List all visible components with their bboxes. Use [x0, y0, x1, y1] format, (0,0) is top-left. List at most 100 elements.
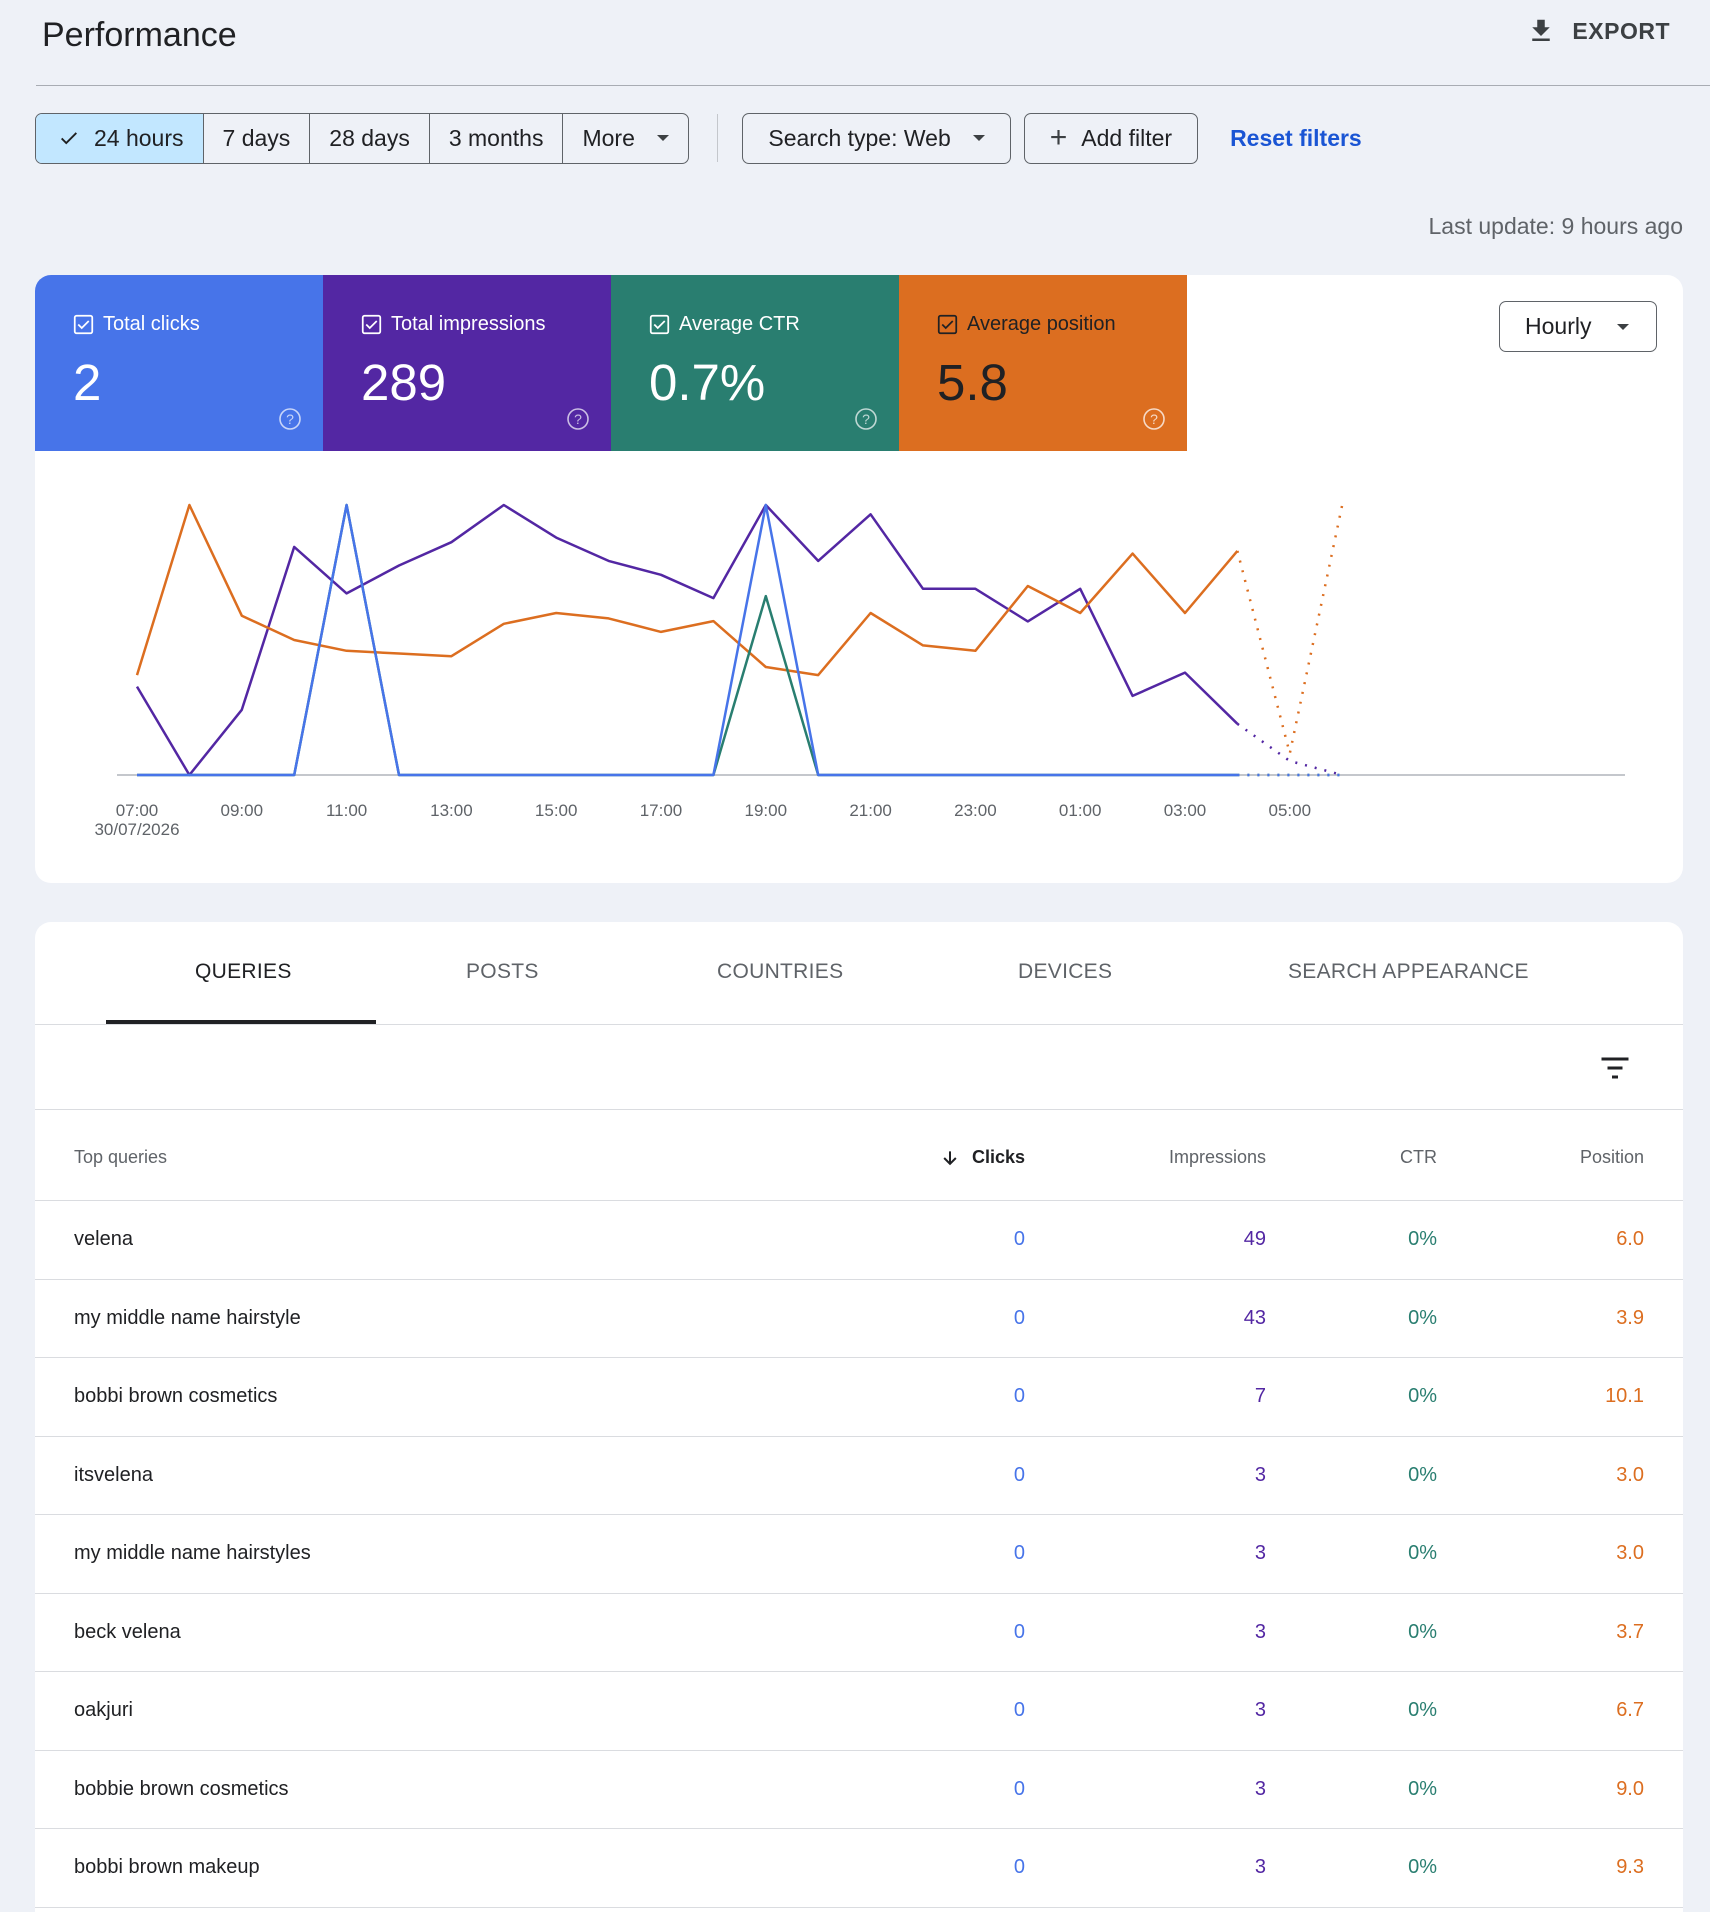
period-3-months[interactable]: 3 months: [428, 113, 563, 163]
x-tick-label: 03:00: [1164, 801, 1207, 820]
cell-query: beck velena: [74, 1620, 181, 1643]
performance-chart-card: 07:00 09:00 11:00 13:00 15:00 17:00 19:00 21:00…: [35, 275, 1683, 883]
table-row[interactable]: bobbie brown cosmetics 0 3 0% 9.0: [35, 1751, 1683, 1829]
table-header: Top queries Clicks Impressions CTR Posit…: [35, 1111, 1683, 1201]
cell-position: 3.0: [1616, 1463, 1644, 1486]
cell-query: my middle name hairstyles: [74, 1542, 311, 1564]
metric-label: Average CTR: [679, 313, 800, 335]
tab-search-appearance[interactable]: SEARCH APPEARANCE: [1288, 960, 1529, 983]
x-tick-label: 17:00: [640, 801, 683, 820]
export-button[interactable]: EXPORT: [1526, 16, 1670, 46]
checkbox-checked-icon: [361, 314, 382, 335]
table-row[interactable]: my middle name hairstyle 0 43 0% 3.9: [35, 1280, 1683, 1358]
table-row[interactable]: itsvelena 0 3 0% 3.0: [35, 1437, 1683, 1515]
cell-clicks: 0: [1013, 1542, 1025, 1564]
svg-text:?: ?: [574, 411, 582, 427]
add-filter-button[interactable]: + Add filter: [1023, 112, 1199, 164]
cell-position: 6.0: [1616, 1228, 1644, 1250]
column-header-impressions[interactable]: Impressions: [1168, 1147, 1266, 1167]
filter-rows-icon[interactable]: [1597, 1050, 1633, 1086]
table-row[interactable]: bobbi brown makeup 0 3 0% 9.3: [35, 1829, 1683, 1908]
caret-down-icon: [1617, 323, 1630, 330]
period-more-dropdown[interactable]: More: [562, 113, 687, 163]
help-icon[interactable]: ?: [854, 407, 878, 431]
active-tab-indicator: [106, 1020, 376, 1024]
table-row[interactable]: beck velena 0 3 0% 3.7: [35, 1594, 1683, 1672]
divider: [716, 114, 719, 162]
cell-ctr: 0%: [1408, 1542, 1437, 1564]
period-7-days[interactable]: 7 days: [202, 113, 310, 163]
cell-ctr: 0%: [1408, 1620, 1437, 1643]
table-toolbar: [35, 1026, 1683, 1110]
metric-label-row: Average CTR: [649, 313, 800, 336]
granularity-dropdown[interactable]: Hourly: [1499, 301, 1657, 352]
cell-position: 3.0: [1616, 1542, 1644, 1564]
metric-label: Average position: [967, 313, 1116, 335]
cell-position: 3.7: [1616, 1620, 1644, 1643]
series-line-total-impressions: [135, 503, 1239, 777]
cell-query: bobbi brown cosmetics: [74, 1385, 278, 1407]
help-icon[interactable]: ?: [566, 407, 590, 431]
series-line-average-position: [135, 503, 1239, 677]
cell-impressions: 43: [1243, 1306, 1266, 1329]
tab-countries[interactable]: COUNTRIES: [717, 960, 844, 983]
caret-down-icon: [972, 135, 985, 141]
series-line-total-impressions-partial: [1236, 722, 1343, 777]
column-header-ctr[interactable]: CTR: [1400, 1147, 1437, 1167]
cell-query: bobbie brown cosmetics: [74, 1777, 289, 1800]
table-row[interactable]: oakjuri 0 3 0% 6.7: [35, 1672, 1683, 1751]
series-line-average-position-partial: [1236, 504, 1344, 755]
help-icon[interactable]: ?: [1142, 407, 1166, 431]
column-header-clicks[interactable]: Clicks: [940, 1147, 1025, 1168]
dimension-tabs: QUERIES POSTS COUNTRIES DEVICES SEARCH A…: [35, 922, 1683, 1025]
metric-total-clicks[interactable]: Total clicks 2 ?: [35, 275, 323, 451]
column-header-query[interactable]: Top queries: [74, 1147, 168, 1167]
period-label: 7 days: [222, 124, 291, 151]
cell-impressions: 3: [1254, 1542, 1266, 1564]
cell-clicks: 0: [1013, 1777, 1025, 1800]
x-tick-label: 01:00: [1059, 801, 1102, 820]
column-header-position[interactable]: Position: [1579, 1147, 1644, 1167]
export-label: EXPORT: [1572, 17, 1670, 44]
table-row[interactable]: velena 0 49 0% 6.0: [35, 1201, 1683, 1280]
metric-total-impressions[interactable]: Total impressions 289 ?: [323, 275, 611, 451]
cell-query: itsvelena: [74, 1463, 153, 1486]
granularity-label: Hourly: [1525, 313, 1592, 339]
help-icon[interactable]: ?: [278, 407, 302, 431]
cell-impressions: 3: [1254, 1699, 1266, 1721]
metric-value: 2: [73, 354, 102, 411]
metric-label-row: Total clicks: [73, 313, 200, 336]
arrow-down-icon: [943, 1150, 957, 1165]
period-label: 28 days: [329, 124, 410, 151]
x-tick-label: 21:00: [849, 801, 892, 820]
cell-impressions: 3: [1254, 1463, 1266, 1486]
period-28-days[interactable]: 28 days: [309, 113, 429, 163]
tab-posts[interactable]: POSTS: [466, 960, 539, 983]
cell-clicks: 0: [1013, 1385, 1025, 1407]
add-filter-label: Add filter: [1081, 124, 1173, 151]
tab-queries[interactable]: QUERIES: [195, 960, 292, 983]
reset-filters-link[interactable]: Reset filters: [1230, 124, 1362, 151]
svg-text:?: ?: [1150, 411, 1158, 427]
metric-average-position[interactable]: Average position 5.8 ?: [899, 275, 1187, 451]
metric-average-ctr[interactable]: Average CTR 0.7% ?: [611, 275, 899, 451]
table-row[interactable]: my middle name hairstyles 0 3 0% 3.0: [35, 1515, 1683, 1594]
search-type-dropdown[interactable]: Search type: Web: [742, 112, 1011, 164]
caret-down-icon: [656, 135, 669, 141]
cell-query: my middle name hairstyle: [74, 1306, 301, 1329]
check-icon: [61, 132, 77, 145]
cell-impressions: 49: [1243, 1228, 1266, 1250]
cell-impressions: 3: [1254, 1620, 1266, 1643]
tab-devices[interactable]: DEVICES: [1018, 960, 1113, 983]
period-label: 24 hours: [94, 124, 184, 151]
cell-ctr: 0%: [1408, 1699, 1437, 1721]
cell-position: 10.1: [1605, 1385, 1644, 1407]
period-24-hours[interactable]: 24 hours: [36, 113, 203, 163]
table-row[interactable]: bobbi brown cosmetics 0 7 0% 10.1: [35, 1358, 1683, 1437]
search-type-label: Search type: Web: [768, 124, 951, 151]
page-header: Performance EXPORT: [36, 0, 1710, 86]
x-tick-label: 07:00: [116, 801, 159, 820]
cell-ctr: 0%: [1408, 1385, 1437, 1407]
cell-query: bobbi brown makeup: [74, 1856, 260, 1878]
column-header-label: Clicks: [971, 1147, 1025, 1167]
